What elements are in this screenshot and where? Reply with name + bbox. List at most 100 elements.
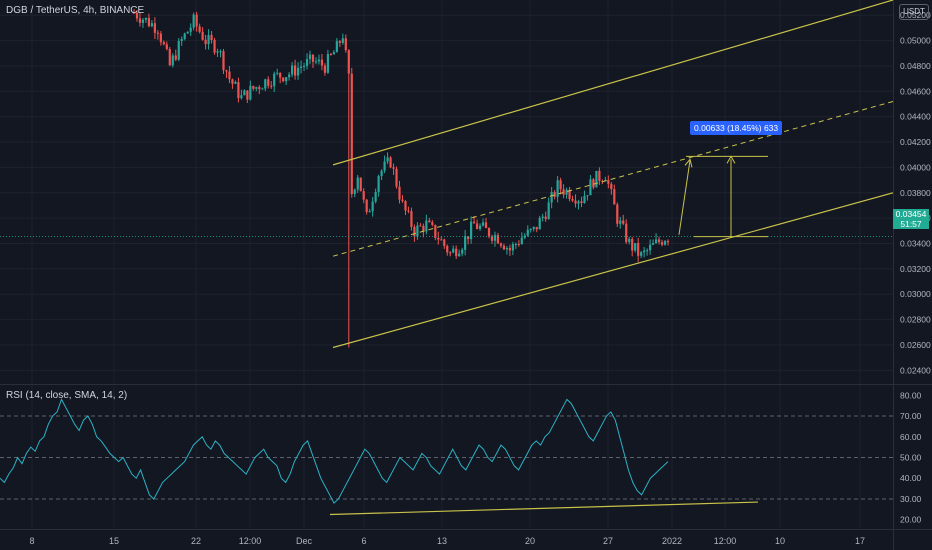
candle-body: [347, 50, 350, 74]
rsi-legend[interactable]: RSI (14, close, SMA, 14, 2): [6, 390, 128, 401]
candle-body: [386, 157, 389, 162]
candle-body: [165, 44, 168, 50]
candle-body: [291, 65, 294, 75]
candle-body: [317, 59, 321, 62]
candles: [132, 9, 670, 348]
candle-body: [475, 223, 479, 229]
candle-body: [186, 31, 189, 34]
candle-body: [213, 39, 216, 53]
x-tick-label: 8: [29, 536, 34, 546]
x-tick-label: Dec: [296, 536, 313, 546]
rsi-tick-label: 40.00: [900, 473, 922, 483]
symbol-title[interactable]: DGB / TetherUS, 4h, BINANCE: [6, 5, 145, 16]
candle-body: [135, 12, 139, 19]
candle-body: [508, 247, 511, 251]
y-tick-label: 0.04000: [900, 162, 931, 172]
candle-body: [484, 222, 488, 229]
candle-body: [541, 216, 544, 218]
candle-body: [616, 204, 619, 224]
candle-body: [255, 87, 258, 89]
candle-body: [583, 195, 586, 204]
rsi-tick-label: 50.00: [900, 453, 922, 463]
candle-body: [174, 55, 177, 60]
candle-body: [443, 239, 446, 246]
candle-body: [502, 245, 506, 250]
candle-body: [532, 226, 535, 229]
candle-body: [598, 170, 601, 182]
candle-body: [407, 210, 410, 212]
candle-body: [562, 189, 565, 195]
y-tick-label: 0.05200: [900, 10, 931, 20]
y-tick-label: 0.02400: [900, 365, 931, 375]
y-tick-label: 0.03400: [900, 238, 931, 248]
candle-body: [556, 180, 559, 197]
candle-body: [568, 189, 571, 199]
candle-body: [144, 17, 148, 20]
y-tick-label: 0.04400: [900, 112, 931, 122]
candle-body: [323, 65, 327, 73]
x-tick-label: 6: [361, 536, 366, 546]
candle-body: [252, 85, 255, 89]
candle-body: [374, 192, 377, 202]
candle-body: [666, 241, 670, 243]
candle-body: [413, 226, 416, 237]
candle-body: [162, 42, 165, 45]
candle-body: [520, 237, 523, 245]
candle-body: [431, 222, 434, 225]
candle-body: [183, 33, 186, 40]
candle-body: [392, 167, 395, 169]
candle-body: [320, 59, 324, 66]
candle-body: [338, 41, 341, 43]
candle-body: [646, 250, 649, 252]
candle-body: [156, 32, 159, 34]
candle-body: [305, 59, 309, 66]
candle-body: [464, 236, 467, 250]
candle-body: [574, 200, 577, 204]
candle-body: [237, 82, 240, 99]
candle-body: [455, 248, 458, 257]
candle-body: [288, 74, 291, 78]
candle-body: [329, 54, 332, 56]
candle-body: [571, 198, 574, 201]
candle-body: [171, 55, 174, 66]
candle-body: [353, 189, 356, 195]
candle-body: [273, 73, 276, 87]
candle-body: [437, 237, 440, 240]
candle-body: [234, 82, 237, 84]
candle-body: [607, 179, 610, 184]
candle-body: [389, 157, 392, 168]
candle-body: [177, 41, 180, 60]
candle-body: [368, 211, 371, 213]
candle-body: [189, 27, 192, 32]
candle-body: [592, 179, 595, 188]
candle-body: [216, 51, 219, 53]
currency-button[interactable]: USDT: [899, 4, 929, 20]
measure-arrow-head: [726, 155, 736, 164]
x-tick-label: 22: [191, 536, 201, 546]
candle-body: [452, 248, 455, 253]
bar-countdown: 51:57: [900, 219, 922, 229]
candle-body: [580, 201, 583, 204]
candle-body: [141, 19, 145, 23]
candle-body: [398, 186, 401, 200]
candle-body: [195, 14, 198, 27]
candle-body: [243, 90, 246, 96]
candle-body: [425, 220, 428, 232]
candle-body: [550, 192, 553, 203]
rsi-trendline: [329, 501, 759, 516]
candle-body: [544, 216, 547, 220]
candle-body: [201, 31, 204, 40]
candle-body: [493, 235, 497, 241]
candle-body: [359, 177, 362, 192]
candle-body: [180, 39, 183, 42]
candle-body: [487, 228, 491, 237]
x-tick-label: 10: [775, 536, 785, 546]
candle-body: [192, 14, 195, 28]
candle-body: [428, 220, 431, 223]
candle-body: [499, 243, 503, 246]
candle-body: [577, 201, 580, 204]
candle-body: [332, 52, 335, 55]
candle-body: [511, 244, 514, 251]
